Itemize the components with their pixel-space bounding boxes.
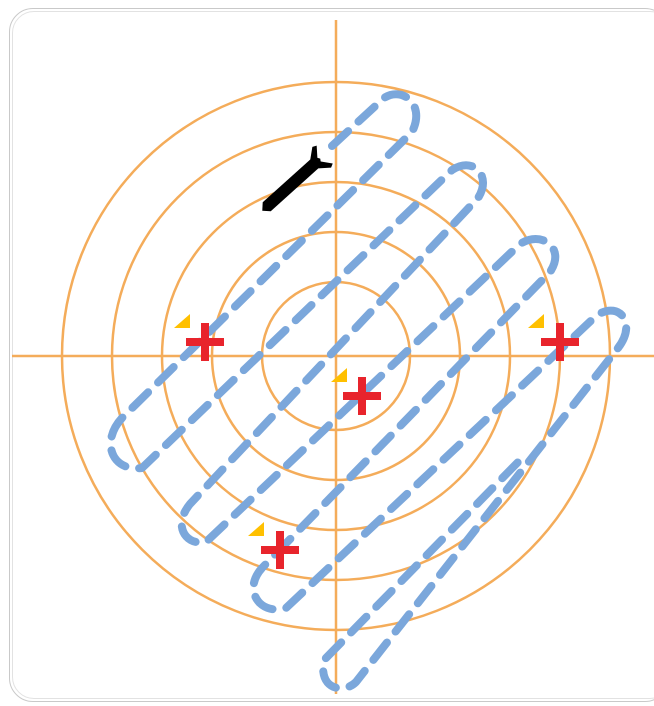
red-cross-icon xyxy=(186,323,224,361)
datum-east xyxy=(528,314,579,361)
red-cross-icon xyxy=(541,323,579,361)
aircraft-icon xyxy=(262,145,333,212)
range-ring xyxy=(60,80,612,632)
datum-west xyxy=(174,314,224,361)
triangle-flag-icon xyxy=(248,522,264,536)
datum-center xyxy=(331,368,381,415)
triangle-flag-icon xyxy=(331,368,347,382)
triangle-flag-icon xyxy=(528,314,544,328)
aircraft-body xyxy=(262,157,321,212)
triangle-flag-icon xyxy=(174,314,190,328)
datum-south xyxy=(248,522,299,569)
aircraft-tail xyxy=(310,145,333,169)
red-cross-icon xyxy=(261,531,299,569)
range-ring xyxy=(160,180,512,532)
range-ring xyxy=(210,230,462,482)
diagram-frame xyxy=(9,8,654,702)
datum-markers xyxy=(174,314,579,569)
red-cross-icon xyxy=(343,377,381,415)
search-track-path xyxy=(106,90,631,693)
